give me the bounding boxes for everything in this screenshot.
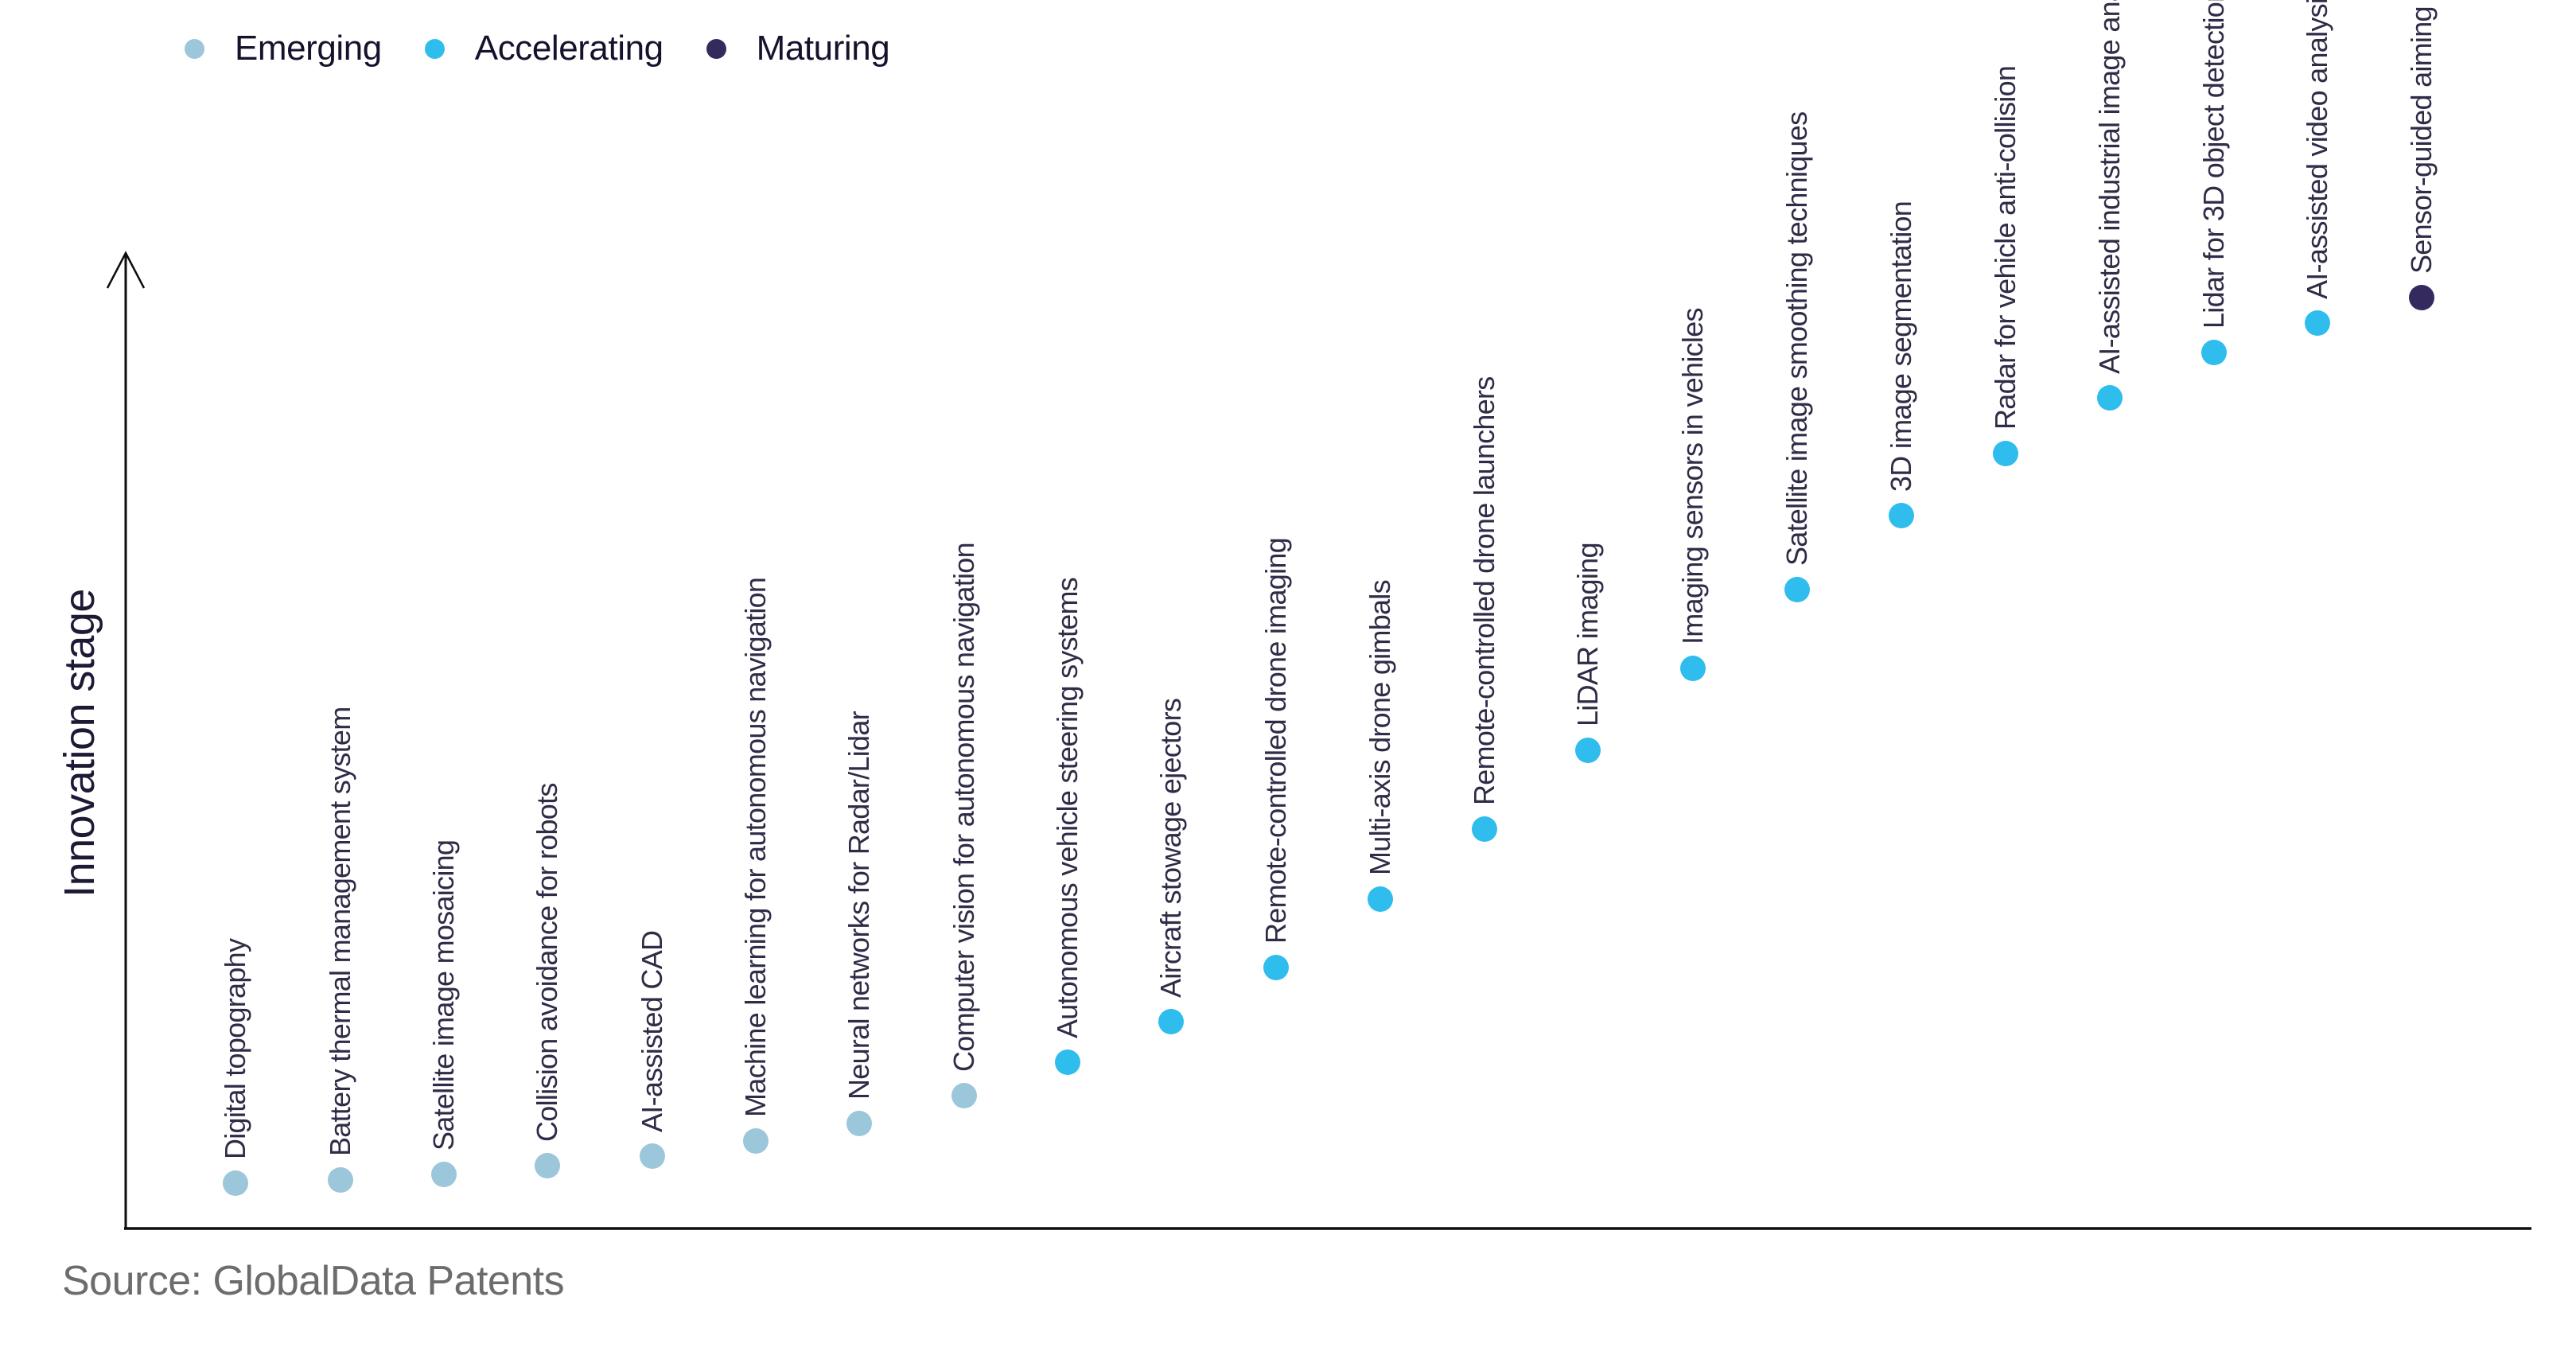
legend: Emerging Accelerating Maturing: [185, 27, 890, 70]
data-point-dot: [328, 1167, 353, 1193]
data-point-dot: [1158, 1009, 1184, 1034]
data-point-dot: [1680, 656, 1706, 681]
legend-item-emerging: Emerging: [185, 27, 382, 70]
data-point-label: Battery thermal management system: [324, 707, 356, 1156]
data-point-dot: [535, 1153, 560, 1178]
data-point-label: Collision avoidance for robots: [531, 783, 563, 1142]
data-point-dot: [1784, 577, 1810, 602]
data-point-label: Digital topography: [219, 938, 251, 1159]
data-point-dot: [1993, 441, 2018, 466]
data-point-dot: [1472, 816, 1497, 842]
data-point-label: 3D image segmentation: [1885, 201, 1917, 492]
data-point-dot: [1575, 738, 1601, 763]
data-point-label: Sensor-guided aiming assists: [2405, 0, 2438, 274]
data-point-label: Lidar for 3D object detection: [2197, 0, 2230, 329]
data-point-label: Imaging sensors in vehicles: [1676, 308, 1709, 644]
data-point-label: Autonomous vehicle steering systems: [1051, 577, 1084, 1038]
data-point-dot: [2305, 310, 2330, 336]
data-point-label: AI-assisted industrial image analysis: [2093, 0, 2126, 374]
data-point-label: AI-assisted video analysis: [2301, 0, 2333, 299]
data-point-label: AI-assisted CAD: [636, 930, 668, 1132]
data-point-label: LiDAR imaging: [1571, 543, 1604, 726]
data-point-dot: [1055, 1049, 1080, 1075]
data-point-dot: [846, 1111, 872, 1136]
data-point-label: Machine learning for autonomous navigati…: [739, 577, 772, 1117]
source-text: Source: GlobalData Patents: [62, 1258, 565, 1304]
data-point-dot: [2409, 285, 2434, 310]
legend-label-emerging: Emerging: [235, 29, 382, 68]
data-point-dot: [640, 1143, 665, 1169]
data-point-label: Neural networks for Radar/Lidar: [842, 711, 875, 1100]
data-point-label: Satellite image smoothing techniques: [1780, 111, 1813, 566]
data-point-label: Remote-controlled drone launchers: [1468, 376, 1500, 805]
data-point-dot: [1889, 503, 1914, 528]
data-point-dot: [2097, 385, 2123, 411]
legend-item-maturing: Maturing: [706, 27, 890, 70]
data-point-dot: [743, 1128, 769, 1154]
data-point-label: Multi-axis drone gimbals: [1364, 580, 1396, 875]
data-point-label: Computer vision for autonomous navigatio…: [948, 543, 980, 1072]
data-point-dot: [2201, 340, 2227, 365]
emerging-dot-icon: [185, 38, 204, 59]
legend-item-accelerating: Accelerating: [424, 27, 663, 70]
legend-label-maturing: Maturing: [756, 29, 890, 68]
data-point-dot: [223, 1170, 248, 1196]
data-point-dot: [1368, 886, 1393, 912]
legend-label-accelerating: Accelerating: [474, 29, 663, 68]
data-point-dot: [431, 1162, 457, 1187]
data-point-dot: [1263, 955, 1289, 980]
data-point-label: Satellite image mosaicing: [427, 839, 460, 1151]
data-point-label: Aircraft stowage ejectors: [1154, 698, 1187, 998]
data-point-label: Radar for vehicle anti-collision: [1989, 65, 2021, 430]
accelerating-dot-icon: [424, 38, 445, 59]
data-point-dot: [951, 1083, 977, 1108]
y-axis-arrowhead-icon: [106, 251, 146, 289]
data-point-label: Remote-controlled drone imaging: [1259, 538, 1292, 944]
maturing-dot-icon: [706, 38, 726, 59]
